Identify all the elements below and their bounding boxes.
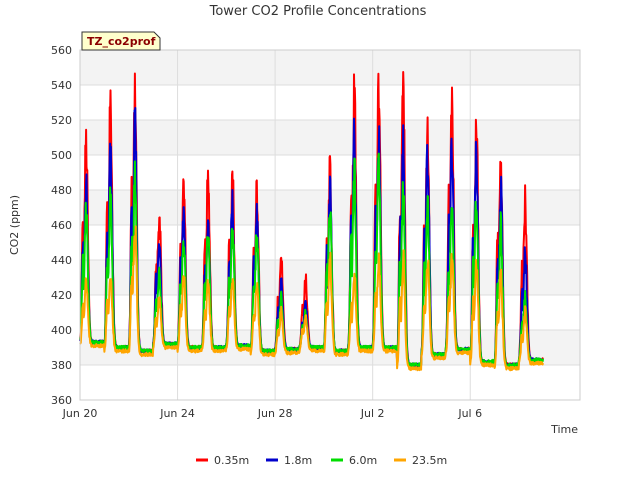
y-tick-label: 480 — [51, 184, 72, 197]
y-tick-label: 420 — [51, 289, 72, 302]
y-tick-label: 380 — [51, 359, 72, 372]
plot-band — [80, 85, 580, 120]
plot-band — [80, 50, 580, 85]
x-tick-label: Jul 2 — [360, 407, 385, 420]
y-tick-label: 560 — [51, 44, 72, 57]
plot-band — [80, 120, 580, 155]
y-tick-label: 360 — [51, 394, 72, 407]
x-tick-label: Jul 6 — [457, 407, 482, 420]
chart: 360 380 400 420 440 460 480 500 520 540 560 Jun 20… — [0, 0, 640, 480]
y-axis-label: CO2 (ppm) — [8, 195, 21, 255]
x-axis-label: Time — [550, 423, 578, 436]
site-badge-label: TZ_co2prof — [87, 35, 156, 48]
y-tick-label: 400 — [51, 324, 72, 337]
y-tick-label: 440 — [51, 254, 72, 267]
y-tick-label: 460 — [51, 219, 72, 232]
y-axis-ticks: 360 380 400 420 440 460 480 500 520 540 560 — [51, 44, 72, 407]
x-tick-label: Jun 28 — [257, 407, 293, 420]
legend: 0.35m 1.8m 6.0m 23.5m — [196, 454, 447, 467]
legend-label: 0.35m — [214, 454, 249, 467]
chart-title: Tower CO2 Profile Concentrations — [209, 4, 427, 19]
y-tick-label: 540 — [51, 79, 72, 92]
legend-label: 23.5m — [412, 454, 447, 467]
x-axis-ticks: Jun 20 Jun 24 Jun 28 Jul 2 Jul 6 — [62, 407, 482, 420]
y-tick-label: 520 — [51, 114, 72, 127]
y-tick-label: 500 — [51, 149, 72, 162]
plot-band — [80, 365, 580, 400]
site-badge: TZ_co2prof — [82, 32, 160, 50]
x-tick-label: Jun 24 — [159, 407, 195, 420]
legend-label: 1.8m — [284, 454, 312, 467]
legend-label: 6.0m — [349, 454, 377, 467]
x-tick-label: Jun 20 — [62, 407, 98, 420]
